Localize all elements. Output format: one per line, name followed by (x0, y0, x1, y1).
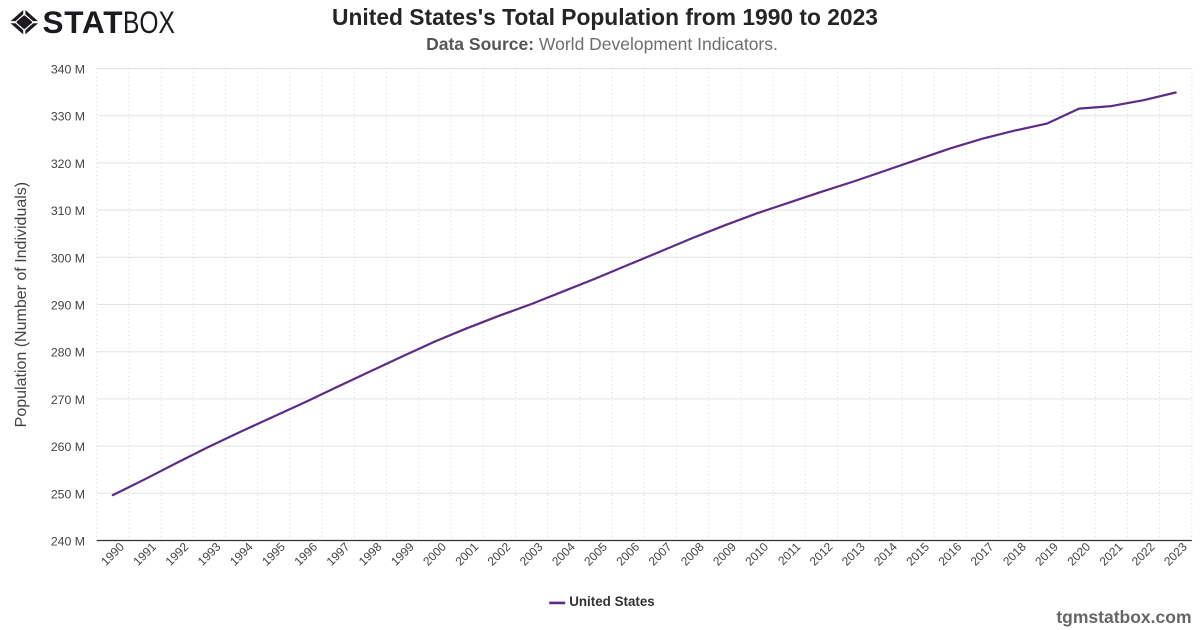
svg-text:2003: 2003 (517, 539, 546, 568)
svg-text:2013: 2013 (839, 539, 868, 568)
svg-text:2006: 2006 (613, 539, 642, 568)
svg-text:2012: 2012 (807, 539, 836, 568)
svg-text:1997: 1997 (324, 539, 353, 568)
svg-text:1994: 1994 (227, 539, 256, 568)
svg-text:2020: 2020 (1064, 539, 1093, 568)
svg-text:1990: 1990 (98, 539, 127, 568)
svg-text:2008: 2008 (678, 539, 707, 568)
svg-text:2018: 2018 (1000, 539, 1029, 568)
svg-text:2004: 2004 (549, 539, 578, 568)
svg-text:240 M: 240 M (51, 535, 85, 549)
svg-text:310 M: 310 M (51, 204, 85, 218)
svg-text:1998: 1998 (356, 539, 385, 568)
svg-text:2005: 2005 (581, 539, 610, 568)
svg-text:2007: 2007 (646, 539, 675, 568)
svg-text:2021: 2021 (1097, 539, 1126, 568)
svg-text:320 M: 320 M (51, 157, 85, 171)
svg-text:300 M: 300 M (51, 251, 85, 265)
svg-text:2014: 2014 (871, 539, 900, 568)
svg-text:340 M: 340 M (51, 63, 85, 77)
svg-text:United States: United States (569, 594, 655, 609)
svg-text:2002: 2002 (485, 539, 514, 568)
svg-text:1991: 1991 (130, 539, 159, 568)
svg-text:2001: 2001 (452, 539, 481, 568)
svg-text:1992: 1992 (163, 539, 192, 568)
svg-text:1995: 1995 (259, 539, 288, 568)
svg-text:2009: 2009 (710, 539, 739, 568)
svg-text:1999: 1999 (388, 539, 417, 568)
svg-text:2000: 2000 (420, 539, 449, 568)
svg-text:1996: 1996 (291, 539, 320, 568)
svg-text:2010: 2010 (742, 539, 771, 568)
svg-text:1993: 1993 (195, 539, 224, 568)
svg-text:280 M: 280 M (51, 346, 85, 360)
svg-text:290 M: 290 M (51, 299, 85, 313)
svg-text:2019: 2019 (1032, 539, 1061, 568)
svg-text:260 M: 260 M (51, 440, 85, 454)
svg-text:2016: 2016 (936, 539, 965, 568)
svg-text:2015: 2015 (903, 539, 932, 568)
svg-text:250 M: 250 M (51, 487, 85, 501)
svg-text:330 M: 330 M (51, 110, 85, 124)
svg-text:2023: 2023 (1161, 539, 1190, 568)
svg-text:2011: 2011 (775, 539, 803, 567)
svg-text:2022: 2022 (1129, 539, 1158, 568)
svg-text:2017: 2017 (968, 539, 997, 568)
svg-text:Population (Number of Individu: Population (Number of Individuals) (13, 182, 30, 427)
svg-text:270 M: 270 M (51, 393, 85, 407)
